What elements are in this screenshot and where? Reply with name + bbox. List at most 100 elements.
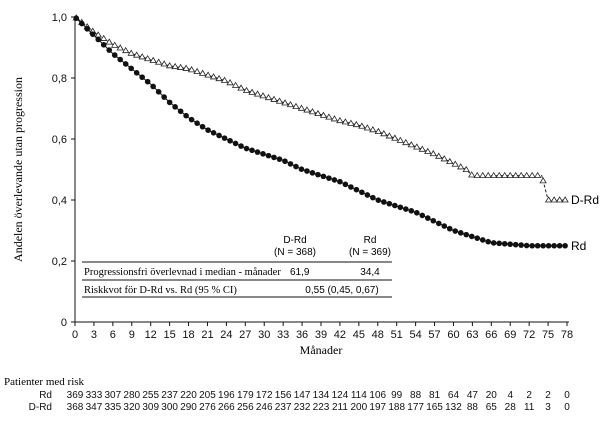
y-tick-label: 0 — [61, 317, 67, 329]
censor-marker — [166, 99, 173, 106]
censor-marker — [380, 130, 388, 137]
risk-value: 0 — [564, 402, 570, 413]
censor-marker — [111, 52, 118, 58]
risk-value: 65 — [486, 402, 498, 413]
y-tick-label: 0,8 — [52, 73, 67, 85]
x-tick-label: 48 — [372, 329, 384, 341]
censor-marker — [341, 118, 350, 125]
censor-marker — [562, 242, 568, 249]
censor-marker — [314, 109, 322, 117]
censor-marker — [342, 181, 349, 188]
censor-marker — [215, 74, 223, 82]
censor-marker — [429, 149, 437, 157]
censor-marker — [165, 62, 174, 69]
censor-marker — [293, 163, 299, 170]
censor-marker — [95, 36, 102, 43]
censor-marker — [529, 242, 535, 249]
risk-value: 88 — [467, 402, 479, 413]
risk-value: 177 — [407, 402, 424, 413]
censor-marker — [419, 212, 426, 219]
risk-value: 172 — [256, 390, 273, 401]
risk-value: 307 — [105, 390, 122, 401]
legend-header-rd: Rd — [364, 235, 377, 246]
censor-marker — [490, 240, 497, 246]
censor-marker — [155, 88, 162, 95]
risk-value: 47 — [467, 390, 479, 401]
censor-marker — [188, 116, 195, 123]
censor-marker — [276, 156, 283, 162]
risk-value: 223 — [313, 402, 330, 413]
x-tick-label: 15 — [163, 329, 175, 341]
censor-marker — [177, 108, 184, 115]
censor-marker — [315, 171, 321, 178]
x-tick-label: 66 — [485, 329, 497, 341]
censor-marker — [358, 122, 366, 129]
censor-marker — [457, 163, 465, 170]
censor-marker — [484, 171, 492, 178]
censor-marker — [451, 160, 459, 167]
censor-marker — [551, 242, 557, 249]
censor-marker — [105, 38, 113, 45]
censor-marker — [265, 152, 272, 159]
risk-table-title: Patienter med risk — [4, 376, 85, 388]
censor-marker — [111, 41, 119, 48]
x-tick-label: 12 — [145, 329, 157, 341]
risk-value: 165 — [426, 402, 443, 413]
censor-marker — [544, 196, 553, 203]
censor-marker — [517, 171, 525, 178]
x-tick-label: 6 — [110, 329, 116, 341]
x-tick-label: 0 — [72, 329, 78, 341]
censor-marker — [506, 171, 514, 178]
legend-row1-rd: 34,4 — [360, 267, 380, 278]
censor-marker — [209, 73, 218, 80]
x-tick-label: 3 — [91, 329, 97, 341]
censor-marker — [232, 140, 239, 147]
risk-value: 134 — [313, 390, 330, 401]
censor-marker — [430, 217, 437, 224]
censor-marker — [171, 62, 179, 70]
censor-marker — [511, 171, 520, 178]
censor-marker — [264, 93, 273, 101]
censor-marker — [385, 132, 394, 139]
censor-marker — [221, 135, 228, 141]
censor-marker — [128, 65, 134, 72]
risk-value: 64 — [448, 390, 460, 401]
censor-marker — [468, 171, 476, 178]
risk-value: 280 — [123, 390, 140, 401]
series-line-d-rd — [74, 16, 567, 201]
legend-row2-label: Riskkvot för D-Rd vs. Rd (95 % CI) — [84, 285, 237, 296]
risk-value: 106 — [369, 390, 386, 401]
censor-marker — [408, 208, 415, 214]
censor-marker — [138, 53, 146, 60]
risk-value: 335 — [105, 402, 122, 413]
risk-value: 369 — [67, 390, 84, 401]
censor-marker — [555, 196, 564, 203]
censor-marker — [369, 126, 377, 133]
censor-marker — [331, 177, 338, 183]
censor-marker — [238, 143, 244, 149]
x-tick-label: 75 — [542, 329, 554, 341]
legend-row1-drd: 61,9 — [290, 267, 310, 278]
risk-value: 276 — [199, 402, 216, 413]
x-tick-label: 51 — [391, 329, 403, 341]
censor-marker — [78, 20, 85, 27]
censor-marker — [73, 15, 80, 22]
censor-marker — [337, 178, 343, 185]
risk-value: 28 — [505, 402, 517, 413]
censor-marker — [348, 184, 354, 190]
censor-marker — [392, 202, 398, 209]
censor-marker — [353, 186, 360, 193]
risk-value: 256 — [237, 402, 254, 413]
censor-marker — [84, 26, 91, 32]
censor-marker — [528, 171, 536, 178]
censor-marker — [507, 241, 513, 248]
x-tick-label: 42 — [334, 329, 346, 341]
x-tick-label: 21 — [201, 329, 213, 341]
x-tick-label: 24 — [220, 329, 232, 341]
risk-value: 132 — [445, 402, 462, 413]
y-tick-label: 0,4 — [52, 195, 67, 207]
y-tick-label: 0,6 — [52, 134, 67, 146]
censor-marker — [414, 209, 420, 216]
censor-marker — [386, 200, 393, 207]
censor-marker — [160, 60, 168, 67]
